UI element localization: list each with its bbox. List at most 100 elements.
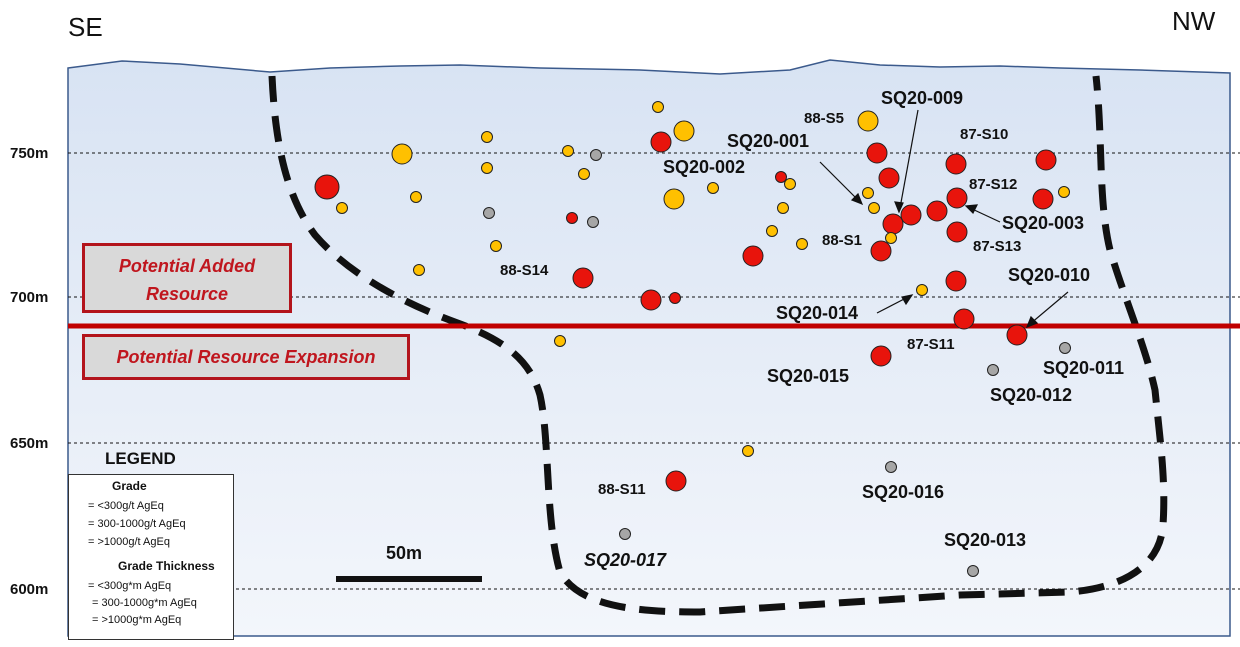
drill-intercept-point — [673, 120, 695, 142]
drill-intercept-point — [882, 213, 904, 235]
drill-intercept-point — [336, 202, 348, 214]
drill-intercept-point — [483, 207, 495, 219]
drill-intercept-point — [1006, 324, 1028, 346]
arrow-sq20-009 — [899, 109, 919, 209]
hole-label-sq20-003: SQ20-003 — [1002, 213, 1084, 233]
hole-label-sq20-001: SQ20-001 — [727, 131, 809, 151]
drill-intercept-point — [490, 240, 502, 252]
hole-label-sq20-013: SQ20-013 — [944, 530, 1026, 550]
drill-intercept-point — [1032, 188, 1054, 210]
drill-intercept-point — [866, 142, 888, 164]
drill-intercept-point — [566, 212, 578, 224]
drill-intercept-point — [878, 167, 900, 189]
drill-intercept-point — [885, 232, 897, 244]
hole-label-sq20-009: SQ20-009 — [881, 88, 963, 108]
drill-intercept-point — [587, 216, 599, 228]
drill-intercept-point — [946, 221, 968, 243]
arrowhead-sq20-010 — [1025, 315, 1039, 329]
drill-intercept-point — [862, 187, 874, 199]
legend-grade-high: = >1000g/t AgEq — [88, 536, 170, 548]
elevation-label-600: 600m — [10, 581, 48, 598]
drill-intercept-point — [410, 191, 422, 203]
elevation-label-700: 700m — [10, 289, 48, 306]
drill-intercept-point — [766, 225, 778, 237]
arrowhead-sq20-009 — [894, 201, 904, 214]
hole-label-sq20-010: SQ20-010 — [1008, 265, 1090, 285]
hole-label-88-s14: 88-S14 — [500, 262, 549, 279]
elevation-label-750: 750m — [10, 145, 48, 162]
hole-label-88-s5: 88-S5 — [804, 110, 844, 127]
drill-intercept-point — [413, 264, 425, 276]
drill-intercept-point — [946, 187, 968, 209]
legend-thickness-small: = <300g*m AgEq — [88, 580, 172, 592]
drill-intercept-point — [707, 182, 719, 194]
drill-intercept-point — [590, 149, 602, 161]
hole-label-88-s11: 88-S11 — [598, 481, 646, 498]
hole-label-sq20-002: SQ20-002 — [663, 157, 745, 177]
drill-hole-points — [314, 101, 1071, 577]
arrowhead-sq20-003 — [964, 204, 979, 215]
legend-grade-heading: Grade — [112, 479, 147, 493]
elevation-labels: 750m 700m 650m 600m — [10, 145, 48, 598]
legend-grade-low: = <300g/t AgEq — [88, 500, 164, 512]
arrow-sq20-001 — [819, 161, 861, 203]
drill-intercept-point — [945, 153, 967, 175]
drill-intercept-point — [314, 174, 340, 200]
scale-bar-label: 50m — [386, 543, 423, 563]
hole-label-sq20-015: SQ20-015 — [767, 366, 849, 386]
drill-intercept-point — [945, 270, 967, 292]
drill-intercept-point — [481, 131, 493, 143]
drill-intercept-point — [775, 171, 787, 183]
legend-thickness-large: = >1000g*m AgEq — [92, 614, 182, 626]
drill-intercept-point — [742, 445, 754, 457]
hole-label-87-s11: 87-S11 — [907, 336, 955, 353]
drill-intercept-point — [481, 162, 493, 174]
drill-intercept-point — [777, 202, 789, 214]
direction-label-se: SE — [68, 12, 103, 42]
legend-thickness-medium: = 300-1000g*m AgEq — [92, 597, 197, 609]
drill-intercept-point — [796, 238, 808, 250]
drill-intercept-point — [665, 470, 687, 492]
drill-intercept-point — [619, 528, 631, 540]
leader-arrows — [819, 109, 1069, 329]
drill-intercept-point — [640, 289, 662, 311]
added-resource-line2: Resource — [145, 284, 229, 304]
drill-intercept-point — [900, 204, 922, 226]
hole-label-87-s13: 87-S13 — [973, 238, 1021, 255]
drill-intercept-point — [916, 284, 928, 296]
drill-intercept-point — [1058, 186, 1070, 198]
target-zone-outline — [268, 75, 1168, 616]
drill-intercept-point — [1059, 342, 1071, 354]
hole-label-87-s10: 87-S10 — [960, 126, 1008, 143]
drill-intercept-point — [926, 200, 948, 222]
drill-intercept-point — [562, 145, 574, 157]
drill-intercept-point — [784, 178, 796, 190]
hole-label-88-s1: 88-S1 — [822, 232, 862, 249]
potential-added-resource-box: Potential Added Resource — [82, 243, 292, 313]
hole-label-sq20-011: SQ20-011 — [1043, 358, 1124, 378]
drill-intercept-point — [391, 143, 413, 165]
arrowhead-sq20-014 — [901, 294, 914, 306]
drill-intercept-point — [652, 101, 664, 113]
drill-intercept-point — [572, 267, 594, 289]
drill-intercept-point — [885, 461, 897, 473]
elevation-label-650: 650m — [10, 435, 48, 452]
drill-intercept-point — [967, 565, 979, 577]
drill-intercept-point — [987, 364, 999, 376]
arrowhead-sq20-001 — [850, 192, 864, 206]
legend-box — [68, 474, 234, 640]
hole-label-87-s12: 87-S12 — [969, 176, 1017, 193]
drill-intercept-point — [663, 188, 685, 210]
drill-intercept-point — [857, 110, 879, 132]
drill-intercept-point — [870, 240, 892, 262]
hole-label-sq20-016: SQ20-016 — [862, 482, 944, 502]
hole-label-sq20-014: SQ20-014 — [776, 303, 858, 323]
hole-label-sq20-012: SQ20-012 — [990, 385, 1072, 405]
drill-intercept-point — [554, 335, 566, 347]
drill-intercept-point — [650, 131, 672, 153]
hole-label-sq20-017: SQ20-017 — [584, 550, 667, 570]
direction-label-nw: NW — [1172, 6, 1216, 36]
drill-intercept-point — [953, 308, 975, 330]
arrow-sq20-010 — [1029, 291, 1069, 325]
